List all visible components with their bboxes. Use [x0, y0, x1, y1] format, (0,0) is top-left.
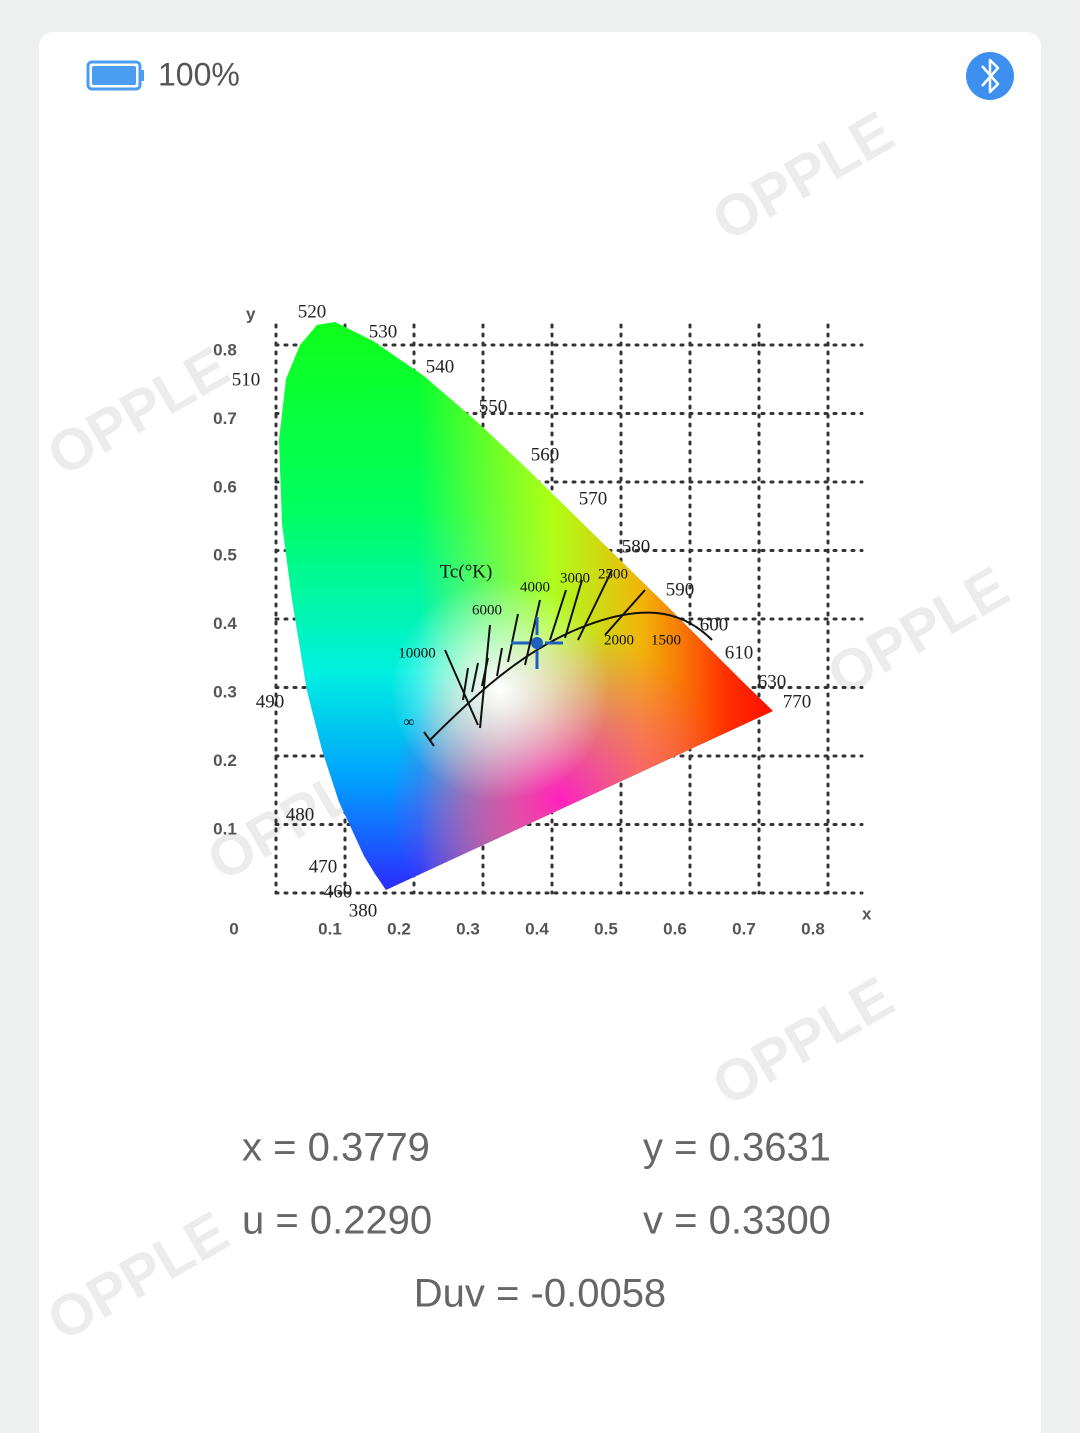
wavelength-label: 600: [700, 614, 729, 635]
isotherm-line: [462, 667, 469, 701]
wavelength-label: 460: [324, 881, 353, 902]
marker-dot: [531, 637, 543, 649]
wavelength-label: 580: [622, 536, 651, 557]
isotherm-line: [549, 589, 567, 641]
x-tick-label: 0.1: [318, 919, 342, 938]
isotherm-line: [507, 613, 519, 663]
wavelength-label: 550: [479, 396, 508, 417]
measurement-marker: [511, 617, 563, 669]
x-tick-label: 0.7: [732, 919, 756, 938]
wavelength-label: 480: [286, 804, 315, 825]
battery-level: [92, 66, 136, 85]
isotherm-line: [479, 624, 491, 729]
axis-label: x: [862, 904, 872, 923]
wavelength-label: 590: [666, 579, 695, 600]
x-tick-label: 0.6: [663, 919, 687, 938]
isotherm-line: [444, 649, 479, 726]
isotherm-line: [564, 579, 583, 639]
x-tick-label: 0.3: [456, 919, 480, 938]
cct-label: ∞: [404, 714, 415, 730]
cct-label: 10000: [398, 645, 436, 661]
y-tick-label: 0.2: [213, 751, 237, 770]
cct-label: 1500: [651, 632, 681, 648]
cct-label: 2000: [604, 632, 634, 648]
axis-label: y: [246, 304, 256, 323]
cct-label: 4000: [520, 579, 550, 595]
wavelength-label: 560: [531, 444, 560, 465]
readout-u: u = 0.2290: [242, 1199, 432, 1243]
origin-label: 0: [229, 919, 238, 938]
x-tick-label: 0.8: [801, 919, 825, 938]
wavelength-label: 610: [725, 642, 754, 663]
y-tick-label: 0.5: [213, 546, 237, 565]
x-tick-label: 0.4: [525, 919, 549, 938]
wavelength-label: 490: [256, 691, 285, 712]
battery-text: 100%: [158, 56, 240, 92]
readouts: x = 0.3779 y = 0.3631 u = 0.2290 v = 0.3…: [242, 1126, 831, 1316]
readout-v: v = 0.3300: [643, 1199, 831, 1243]
isotherm-line: [496, 647, 503, 677]
y-tick-label: 0.4: [213, 614, 237, 633]
isotherm-line: [524, 599, 541, 666]
wavelength-label: 570: [579, 488, 608, 509]
bluetooth-button[interactable]: [966, 52, 1014, 100]
y-tick-label: 0.3: [213, 682, 237, 701]
isotherm-line: [577, 569, 613, 641]
wavelength-label: 530: [369, 321, 398, 342]
bluetooth-icon[interactable]: [981, 58, 1000, 94]
isotherm-line: [604, 589, 646, 636]
wavelength-label: 630: [758, 671, 787, 692]
y-tick-label: 0.6: [213, 477, 237, 496]
wavelength-label: 520: [298, 301, 327, 322]
x-tick-label: 0.2: [387, 919, 411, 938]
y-tick-label: 0.8: [213, 340, 237, 359]
readout-x: x = 0.3779: [242, 1126, 430, 1170]
cct-label: 6000: [472, 602, 502, 618]
wavelength-label: 510: [232, 369, 261, 390]
readout-duv: Duv = -0.0058: [414, 1272, 666, 1316]
isotherm-line: [471, 662, 479, 693]
battery-tip: [140, 70, 144, 81]
wavelength-label: 470: [309, 856, 338, 877]
diagram-labels: y x 0 Tc(°K) 0.1 0.2 0.3 0.4 0.5 0.6 0.7 0.8 0.8…: [213, 301, 872, 938]
wavelength-label: 380: [349, 900, 378, 921]
y-tick-label: 0.1: [213, 819, 237, 838]
cct-title: Tc(°K): [440, 561, 493, 582]
x-tick-label: 0.5: [594, 919, 618, 938]
readout-y: y = 0.3631: [643, 1126, 831, 1170]
wavelength-label: 540: [426, 356, 455, 377]
y-tick-label: 0.7: [213, 409, 237, 428]
cct-label: 3000: [560, 570, 590, 586]
planckian-locus: [423, 569, 713, 747]
cct-label: 2500: [598, 566, 628, 582]
locus-end: [423, 731, 435, 747]
wavelength-label: 770: [783, 691, 812, 712]
